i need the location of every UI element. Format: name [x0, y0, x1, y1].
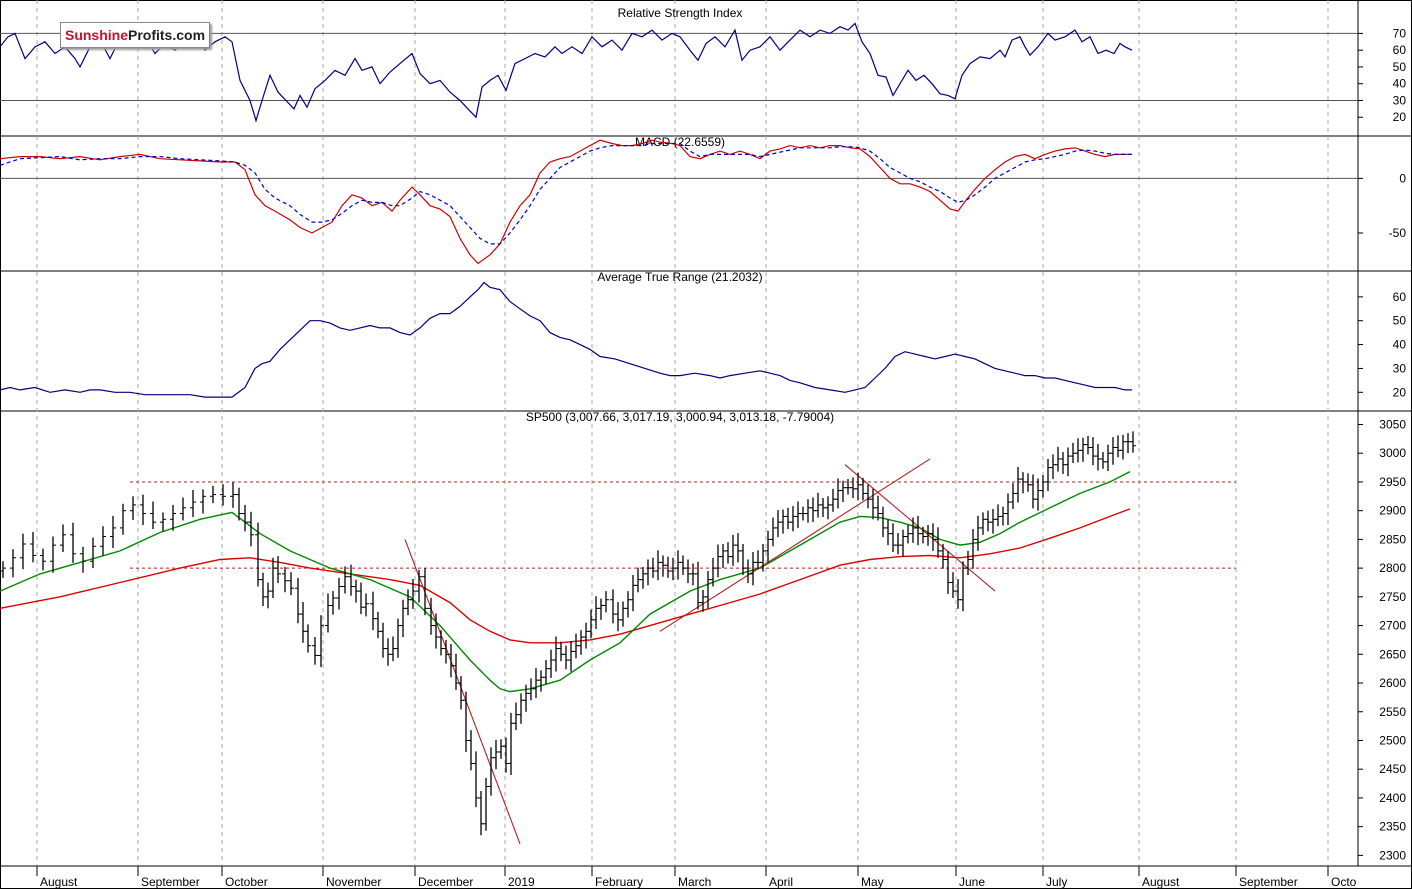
y-tick-label: 2550 — [1379, 705, 1406, 719]
ma-fast-series — [0, 470, 1131, 693]
y-tick-label: 30 — [1393, 93, 1407, 107]
trendline — [659, 458, 931, 632]
y-tick-label: 2900 — [1379, 504, 1406, 518]
y-tick-label: 2750 — [1379, 590, 1406, 604]
y-tick-label: 2650 — [1379, 647, 1406, 661]
y-tick-label: 3000 — [1379, 446, 1406, 460]
trendline — [404, 539, 521, 845]
y-tick-label: 3050 — [1379, 417, 1406, 431]
month-label: Octo — [1331, 875, 1357, 889]
panel-title: Relative Strength Index — [618, 6, 743, 20]
month-label: September — [141, 875, 200, 889]
y-tick-label: 40 — [1393, 338, 1407, 352]
y-tick-label: -50 — [1389, 226, 1407, 240]
y-tick-label: 40 — [1393, 77, 1407, 91]
indicator-series — [0, 22, 1133, 123]
signal-series — [0, 142, 1132, 245]
logo-part2: Profits.com — [128, 27, 206, 43]
month-label: September — [1239, 875, 1298, 889]
month-label: December — [418, 875, 473, 889]
y-tick-label: 2400 — [1379, 791, 1406, 805]
month-label: November — [326, 875, 381, 889]
month-label: April — [769, 875, 793, 889]
y-tick-label: 2700 — [1379, 619, 1406, 633]
panel-title: SP500 (3,007.66, 3,017.19, 3,000.94, 3,0… — [526, 410, 834, 424]
y-tick-label: 2950 — [1379, 475, 1406, 489]
y-tick-label: 2500 — [1379, 733, 1406, 747]
indicator-series — [0, 281, 1132, 398]
y-tick-label: 20 — [1393, 385, 1407, 399]
y-tick-label: 20 — [1393, 110, 1407, 124]
month-label: June — [959, 875, 985, 889]
y-tick-label: 2600 — [1379, 676, 1406, 690]
y-tick-label: 0 — [1399, 171, 1406, 185]
y-tick-label: 2450 — [1379, 762, 1406, 776]
y-tick-label: 2800 — [1379, 561, 1406, 575]
month-label: 2019 — [508, 875, 535, 889]
month-label: August — [40, 875, 78, 889]
month-label: October — [225, 875, 268, 889]
y-tick-label: 30 — [1393, 361, 1407, 375]
y-tick-label: 2300 — [1379, 848, 1406, 862]
y-tick-label: 60 — [1393, 290, 1407, 304]
logo-part1: Sunshine — [64, 27, 128, 43]
sunshine-profits-logo: SunshineProfits.com — [60, 22, 210, 48]
month-label: July — [1046, 875, 1067, 889]
panel-title: Average True Range (21.2032) — [597, 270, 762, 284]
trendline — [844, 464, 996, 592]
y-tick-label: 50 — [1393, 60, 1407, 74]
panel-title: MACD (22.6559) — [635, 135, 725, 149]
month-label: May — [861, 875, 884, 889]
month-label: August — [1142, 875, 1180, 889]
y-tick-label: 2350 — [1379, 820, 1406, 834]
y-tick-label: 50 — [1393, 314, 1407, 328]
month-label: February — [595, 875, 643, 889]
month-label: March — [678, 875, 711, 889]
y-tick-label: 70 — [1393, 26, 1407, 40]
y-tick-label: 2850 — [1379, 532, 1406, 546]
y-tick-label: 60 — [1393, 43, 1407, 57]
ma-slow-series — [0, 508, 1131, 644]
